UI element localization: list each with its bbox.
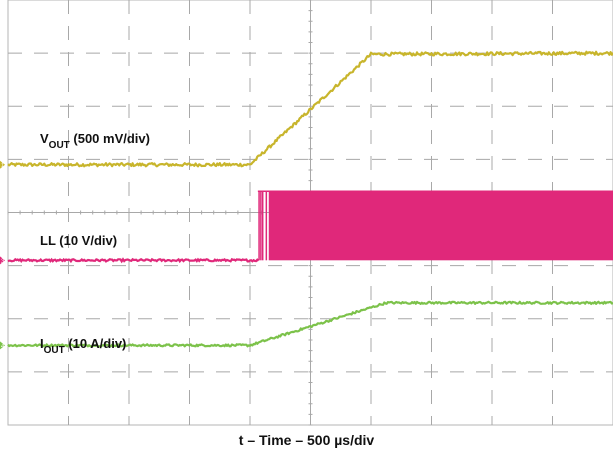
trace-ll-band [268, 191, 613, 261]
trace-label: LL (10 V/div) [40, 233, 117, 248]
channel-marker [0, 160, 5, 169]
trace-iout [7, 300, 613, 348]
traces [7, 50, 613, 348]
trace-ll-low [7, 257, 260, 264]
channel-marker-number: 1 [1, 163, 5, 169]
x-axis-label: t – Time – 500 µs/div [238, 432, 375, 448]
channel-marker-number: 3 [1, 259, 5, 265]
trace-label: VOUT (500 mV/div) [40, 131, 150, 151]
channel-marker [0, 256, 5, 265]
trace-vout [7, 50, 613, 168]
trace-labels: VOUT (500 mV/div) LL (10 V/div) IOUT (10 A… [40, 131, 150, 356]
trace-label: IOUT (10 A/div) [40, 336, 126, 356]
channel-marker [0, 341, 5, 350]
channel-markers: 1 3 4 [0, 160, 5, 350]
channel-marker-number: 4 [1, 344, 5, 350]
